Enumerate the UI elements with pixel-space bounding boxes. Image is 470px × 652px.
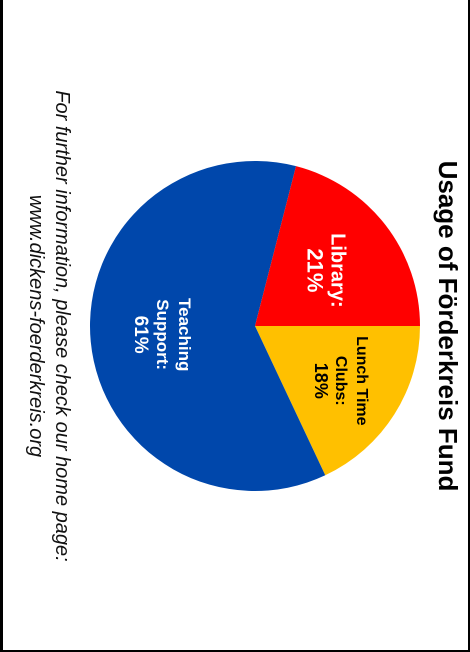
footer-info-text: For further information, please check ou…	[51, 90, 73, 562]
pie-slice	[255, 326, 420, 476]
pie-slice-label: Teaching	[175, 298, 194, 371]
pie-slice-label: Clubs:	[332, 356, 349, 406]
pie-slice-label: Library:	[327, 233, 349, 307]
footer-website-link[interactable]: www.dickens-foerderkreis.org	[25, 194, 47, 458]
pie-slice-label: Lunch Time	[353, 336, 370, 426]
pie-slice-label: 21%	[303, 248, 328, 292]
rotated-canvas: Usage of Förderkreis Fund Lunch Time Club…	[3, 0, 470, 652]
pie-slice-label: 61%	[130, 316, 151, 354]
pie-slice	[90, 161, 326, 491]
pie-slice-label: 18%	[311, 363, 331, 399]
pie-slice-label: Support:	[153, 299, 172, 370]
pie-slice	[255, 166, 420, 326]
